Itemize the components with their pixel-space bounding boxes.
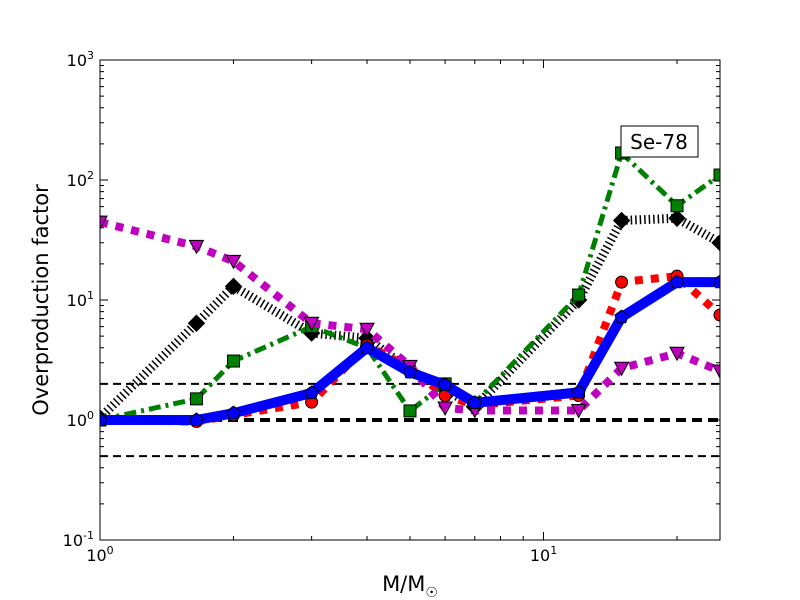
series-red-circle	[100, 269, 720, 429]
y-tick-label: 102	[67, 169, 94, 190]
data-point-diamond	[187, 314, 206, 332]
data-point-pentagon	[437, 377, 453, 392]
plot-frame	[99, 59, 721, 541]
data-point-diamond	[711, 234, 720, 252]
data-point-square	[572, 288, 586, 302]
y-tick-label: 100	[67, 409, 94, 430]
data-point-pentagon	[571, 384, 586, 399]
data-point-pentagon	[226, 405, 241, 420]
series-black-diamond	[100, 209, 720, 427]
data-point-triangle-down	[712, 364, 720, 380]
y-axis-label: Overproduction factor	[29, 184, 53, 416]
annotation-box: Se-78	[620, 125, 699, 158]
data-point-triangle-down	[303, 316, 320, 332]
data-point-triangle-down	[225, 254, 242, 270]
data-point-square	[403, 404, 417, 418]
data-point-pentagon	[669, 274, 685, 289]
data-point-diamond	[612, 211, 631, 230]
data-point-square	[189, 392, 203, 406]
series-line-blue-pentagon	[100, 277, 720, 425]
data-point-square	[227, 354, 241, 368]
x-axis-label: M/M☉	[382, 572, 438, 600]
y-tick-label: 101	[67, 289, 94, 310]
data-point-pentagon	[359, 340, 375, 354]
series-line-magenta-triangle	[100, 218, 720, 415]
x-tick-label: 101	[530, 544, 557, 565]
y-tick-label: 103	[67, 49, 94, 70]
series-line-black-diamond	[100, 213, 720, 422]
annotation-label: Se-78	[630, 130, 688, 154]
data-point-pentagon	[304, 385, 319, 400]
data-point-square	[713, 168, 720, 182]
data-point-triangle-down	[669, 346, 685, 362]
data-point-pentagon	[100, 412, 108, 427]
series-lines	[100, 146, 720, 429]
data-point-triangle-down	[359, 322, 375, 338]
data-point-triangle-down	[100, 215, 108, 231]
minor-ticks	[99, 60, 720, 541]
data-point-square	[670, 199, 684, 213]
series-line-green-square	[100, 150, 720, 423]
data-point-diamond	[224, 277, 243, 296]
series-magenta-triangle	[100, 215, 720, 419]
data-point-pentagon	[614, 309, 629, 324]
data-point-circle	[615, 275, 629, 289]
series-blue-pentagon	[100, 274, 720, 427]
data-point-pentagon	[712, 274, 720, 289]
series-green-square	[100, 146, 720, 427]
data-point-triangle-down	[437, 401, 453, 417]
data-point-pentagon	[189, 412, 204, 427]
data-point-pentagon	[402, 364, 418, 379]
data-point-pentagon	[467, 395, 483, 410]
data-point-diamond	[668, 209, 686, 227]
data-point-triangle-down	[570, 403, 587, 419]
data-point-circle	[713, 308, 720, 322]
x-tick-label: 100	[86, 544, 113, 565]
data-point-triangle-down	[188, 239, 205, 255]
data-point-triangle-down	[613, 361, 630, 377]
